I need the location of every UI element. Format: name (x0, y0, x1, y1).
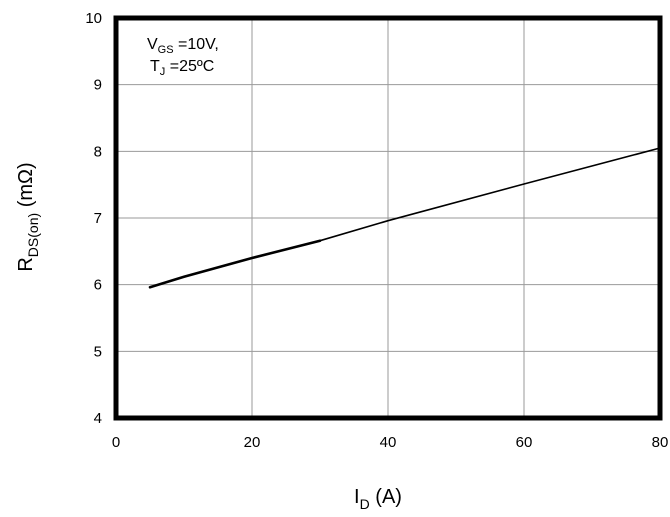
annotation-vgs-sub: GS (158, 44, 174, 56)
annotation-tj-value: =25ºC (165, 58, 214, 75)
y-axis-title-sub: DS(on) (25, 213, 41, 257)
annotation-tj-main: T (150, 58, 160, 75)
y-tick-label: 4 (94, 410, 102, 427)
annotation-vgs-value: =10V, (174, 36, 219, 53)
series-line-segment (148, 239, 322, 289)
y-tick-label: 5 (94, 343, 102, 360)
y-axis-title-unit: (mΩ) (15, 162, 37, 213)
y-tick-label: 8 (94, 143, 102, 160)
y-tick-label: 10 (85, 10, 102, 27)
x-tick-label: 0 (112, 434, 120, 451)
series-layer (148, 147, 661, 289)
grid-layer (116, 18, 660, 418)
y-axis-title: RDS(on) (mΩ) (15, 162, 41, 271)
ticks-layer: 0 20 40 60 80 4 5 6 7 8 9 10 (85, 10, 668, 451)
x-tick-label: 80 (652, 434, 669, 451)
y-tick-label: 7 (94, 210, 102, 227)
x-tick-label: 20 (244, 434, 261, 451)
annotation-tj-sub: J (160, 66, 166, 78)
x-axis-title: ID (A) (354, 486, 402, 512)
x-tick-label: 40 (380, 434, 397, 451)
y-tick-label: 9 (94, 77, 102, 94)
annotation-vgs-main: V (147, 36, 158, 53)
y-axis-title-main: R (15, 257, 37, 271)
x-axis-title-unit: (A) (370, 486, 402, 508)
annotation-line2: TJ =25ºC (150, 58, 214, 78)
x-axis-title-sub: D (360, 496, 370, 512)
y-tick-label: 6 (94, 277, 102, 294)
annotation: VGS =10V, TJ =25ºC (147, 36, 219, 78)
annotation-line1: VGS =10V, (147, 36, 219, 56)
x-axis-title-main: I (354, 486, 360, 508)
plot-frame (113, 15, 663, 421)
x-tick-label: 60 (516, 434, 533, 451)
